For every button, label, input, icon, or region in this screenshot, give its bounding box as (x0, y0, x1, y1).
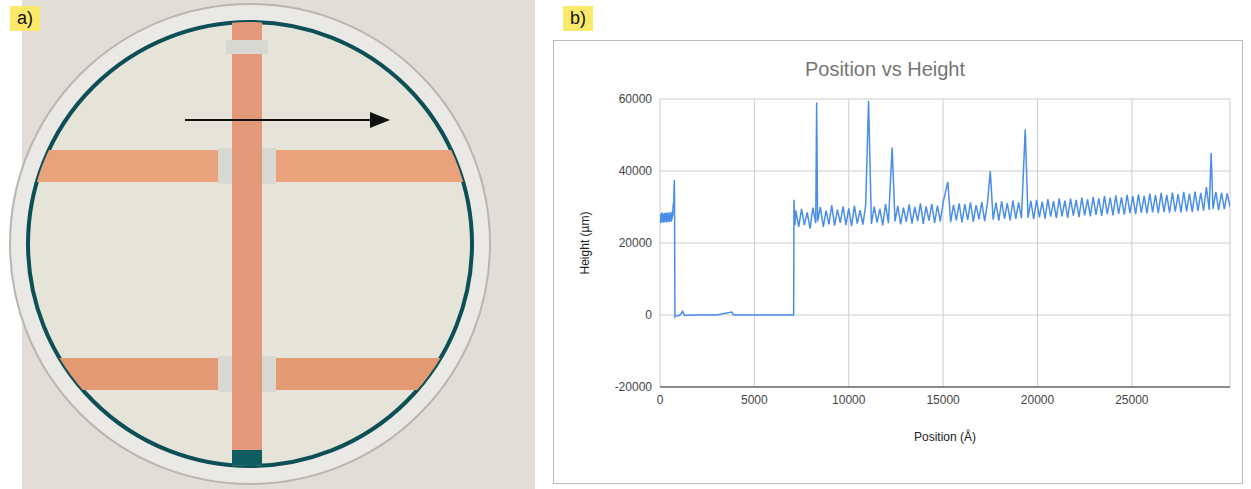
html-text:Position vs Height: Position vs Height (805, 58, 965, 80)
svg-text:5000: 5000 (741, 393, 768, 407)
svg-text:0: 0 (645, 308, 652, 322)
svg-text:-20000: -20000 (615, 380, 653, 394)
svg-text:25000: 25000 (1115, 393, 1149, 407)
html-text:a): a) (17, 8, 33, 28)
svg-text:20000: 20000 (1021, 393, 1055, 407)
svg-text:10000: 10000 (832, 393, 866, 407)
svg-text:60000: 60000 (619, 92, 653, 106)
svg-text:Height (µm): Height (µm) (578, 212, 592, 275)
svg-text:0: 0 (657, 393, 664, 407)
svg-text:15000: 15000 (926, 393, 960, 407)
html-text:b): b) (570, 8, 586, 28)
svg-text:Position (Å): Position (Å) (914, 429, 976, 444)
svg-text:40000: 40000 (619, 164, 653, 178)
svg-text:20000: 20000 (619, 236, 653, 250)
